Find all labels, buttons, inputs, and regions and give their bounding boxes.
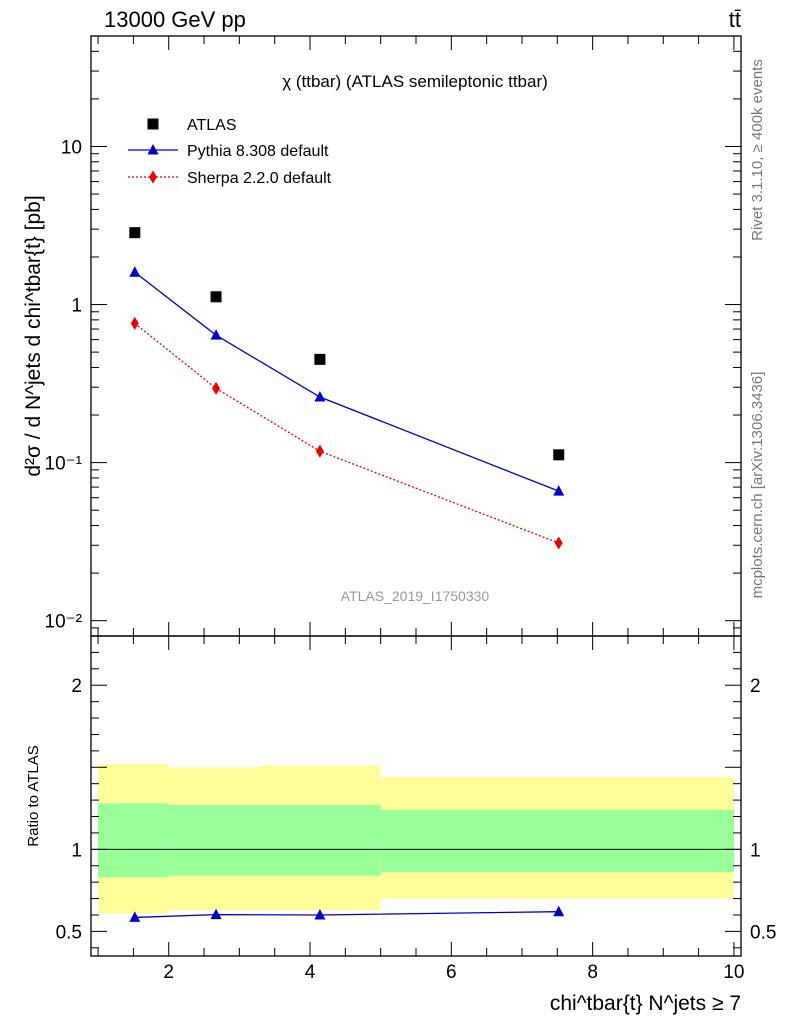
- x-tick-label: 6: [446, 962, 457, 983]
- ratio-y-tick-label-right: 2: [750, 676, 761, 697]
- ratio-y-axis-label: Ratio to ATLAS: [25, 745, 42, 846]
- data-point-1: [210, 329, 222, 340]
- rivet-side-text: Rivet 3.1.10, ≥ 400k events: [749, 59, 766, 241]
- y-tick-label: 10⁻²: [45, 612, 83, 633]
- watermark-label: ATLAS_2019_I1750330: [341, 588, 490, 604]
- x-tick-label: 4: [305, 962, 316, 983]
- ratio-point-0: [210, 908, 222, 920]
- x-tick-label: 8: [587, 962, 598, 983]
- ratio-line-0: [134, 911, 559, 919]
- header-left: 13000 GeV pp: [104, 7, 246, 32]
- data-point-0: [210, 291, 222, 303]
- uncertainty-band-inner: [168, 805, 261, 876]
- x-tick-label: 10: [723, 962, 744, 983]
- legend-label: ATLAS: [187, 117, 237, 134]
- data-point-1: [314, 391, 326, 402]
- uncertainty-band-inner: [98, 803, 169, 878]
- data-point-1: [553, 485, 565, 496]
- data-point-1: [129, 266, 141, 277]
- x-tick-label: 2: [163, 962, 174, 983]
- uncertainty-band-inner: [380, 809, 734, 873]
- mcplots-side-text: mcplots.cern.ch [arXiv:1306.3436]: [749, 372, 766, 599]
- main-panel: ATLAS_2019_I1750330 χ (ttbar) (ATLAS semi…: [22, 35, 742, 637]
- ratio-plot-frame: [90, 635, 742, 957]
- header-right: tt̄: [729, 7, 741, 32]
- ratio-panel: 0.5 0.5 1 1 2 2 2 4 6 8 10 Ratio to ATLAS chi^tbar{t…: [25, 635, 776, 1015]
- legend-marker: [149, 170, 157, 184]
- ratio-y-tick-label-right: 1: [750, 840, 761, 861]
- y-tick-label: 10⁻¹: [45, 454, 83, 475]
- data-point-2: [130, 316, 139, 330]
- legend-label: Pythia 8.308 default: [187, 143, 329, 160]
- x-axis-label: chi^tbar{t} N^jets ≥ 7: [550, 992, 741, 1015]
- ratio-point-0: [129, 911, 141, 922]
- legend-marker: [147, 118, 159, 130]
- uncertainty-band-inner: [260, 805, 381, 876]
- ratio-y-tick-label-right: 0.5: [750, 922, 776, 943]
- data-point-2: [554, 536, 563, 550]
- y-tick-label: 1: [71, 296, 82, 317]
- legend-marker: [147, 144, 159, 155]
- series-line-2: [134, 322, 559, 544]
- data-point-0: [314, 353, 326, 365]
- y-tick-label: 10: [61, 137, 82, 158]
- main-title: χ (ttbar) (ATLAS semileptonic ttbar): [282, 72, 548, 91]
- ratio-y-tick-label-left: 2: [71, 676, 82, 697]
- series-line-1: [134, 271, 559, 492]
- data-point-2: [315, 444, 324, 458]
- ratio-y-tick-label-left: 1: [71, 840, 82, 861]
- ratio-y-tick-label-left: 0.5: [56, 922, 82, 943]
- ratio-point-0: [314, 908, 326, 920]
- ratio-point-0: [553, 905, 565, 917]
- legend-label: Sherpa 2.2.0 default: [187, 170, 332, 187]
- main-y-axis-label: d²σ / d N^jets d chi^tbar{t} [pb]: [22, 195, 45, 476]
- data-point-0: [553, 449, 565, 461]
- data-point-0: [129, 227, 141, 239]
- data-point-2: [212, 381, 221, 395]
